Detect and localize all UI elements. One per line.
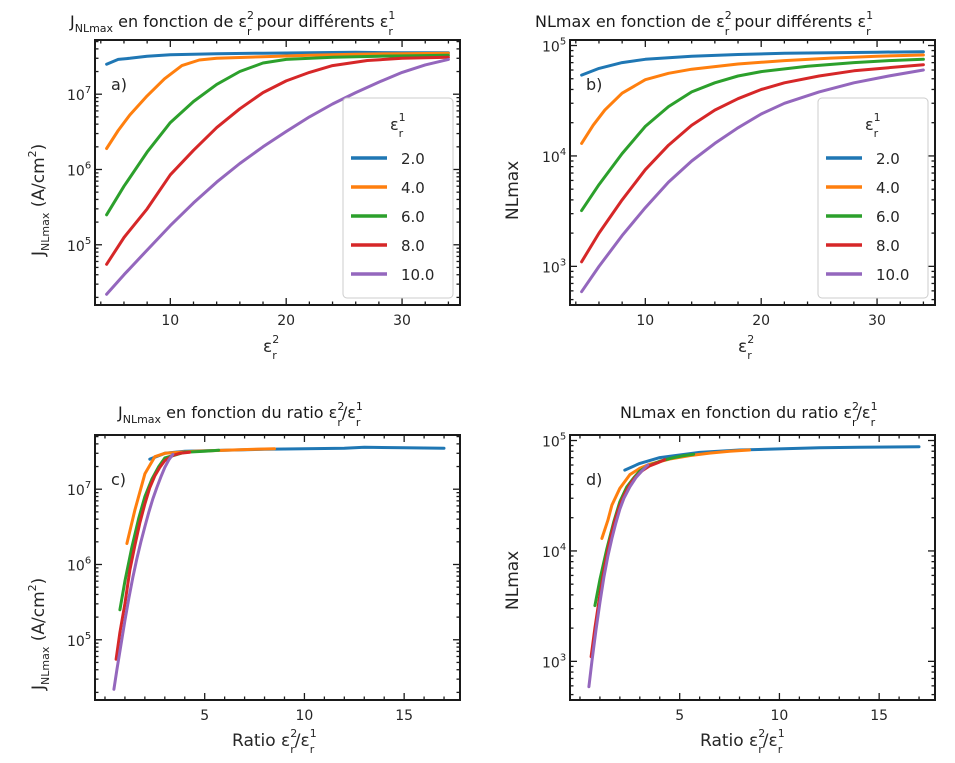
panel-c-series-line-10-0 bbox=[112, 452, 175, 691]
panel-a-legend: ε1 r 2.0 4.0 6.0 8.0 10.0 bbox=[342, 97, 454, 299]
panel-c-x-tick-label: 5 bbox=[200, 708, 209, 724]
panel-d-series-line-10-0 bbox=[587, 463, 650, 689]
panel-c-series-line-6-0 bbox=[118, 448, 221, 612]
panel-a-series-line-4-0 bbox=[105, 51, 450, 150]
panel-a-x-tick-label: 10 bbox=[161, 313, 179, 329]
legend-entry-label: 6.0 bbox=[876, 208, 900, 226]
panel-b-series-line-2-0 bbox=[580, 50, 925, 77]
panel-d-letter: d) bbox=[586, 470, 602, 489]
panel-d: NLmax en fonction du ratio ε2 r/ε1 r Ratio… bbox=[503, 400, 936, 756]
legend-box bbox=[342, 97, 454, 299]
panel-c-y-tick-label: 105 bbox=[67, 631, 91, 650]
panel-d-x-axis-label: Ratio ε2 r/ε1 r bbox=[700, 727, 785, 756]
panel-c-series-line-2-0 bbox=[148, 445, 446, 461]
panel-d-x-tick-label: 15 bbox=[870, 708, 888, 724]
panel-b-y-tick-label: 103 bbox=[542, 257, 566, 276]
panel-d-x-tick-label: 5 bbox=[675, 708, 684, 724]
panel-d-y-tick-label: 103 bbox=[542, 652, 566, 671]
panel-a-x-tick-label: 30 bbox=[393, 313, 411, 329]
panel-c-ticks bbox=[95, 435, 460, 700]
panel-b-x-tick-label: 10 bbox=[636, 313, 654, 329]
legend-entry-label: 2.0 bbox=[876, 150, 900, 168]
svg-text:Ratio ε2r/ε1r: Ratio ε2 r/ε1 r bbox=[232, 727, 317, 756]
panel-a-series-line-2-0 bbox=[105, 50, 450, 66]
svg-text:ε2r: ε2 r bbox=[738, 333, 754, 362]
legend-entry-label: 4.0 bbox=[876, 179, 900, 197]
panel-a-series-group bbox=[105, 50, 450, 296]
panel-c-y-tick-label: 107 bbox=[67, 480, 91, 499]
panel-c-y-axis-label: JNLmax (A/cm2) bbox=[26, 578, 52, 691]
panel-a-series-line-8-0 bbox=[105, 55, 450, 266]
panel-b-ticks bbox=[570, 40, 935, 305]
svg-text:NLmax: NLmax bbox=[503, 551, 523, 610]
svg-text:JNLmax (A/cm2): JNLmax (A/cm2) bbox=[26, 578, 52, 691]
panel-a-y-axis-label: JNLmax (A/cm2) bbox=[26, 144, 52, 257]
panel-d-series-line-6-0 bbox=[593, 452, 696, 608]
panel-c-x-axis-label: Ratio ε2 r/ε1 r bbox=[232, 727, 317, 756]
legend-entry-label: 6.0 bbox=[401, 208, 425, 226]
panel-d-series-group bbox=[587, 445, 921, 689]
panel-b-x-tick-label: 30 bbox=[868, 313, 886, 329]
panel-d-x-tick-label: 10 bbox=[771, 708, 789, 724]
panel-a-series-line-6-0 bbox=[105, 53, 450, 217]
panel-b-series-line-6-0 bbox=[580, 57, 925, 213]
legend-title: ε1 r bbox=[390, 111, 406, 140]
panel-b: NLmax en fonction de ε2 r pour différents… bbox=[503, 9, 936, 362]
panel-c-x-tick-label: 10 bbox=[296, 708, 314, 724]
panel-a-x-axis-label: ε2 r bbox=[263, 333, 279, 362]
panel-d-frame bbox=[569, 434, 936, 701]
panel-b-y-tick-label: 105 bbox=[542, 37, 566, 56]
panel-a-ticks bbox=[95, 40, 460, 305]
panel-b-series-line-8-0 bbox=[580, 63, 925, 264]
panel-b-y-tick-label: 104 bbox=[542, 147, 566, 166]
legend-entry-label: 2.0 bbox=[401, 150, 425, 168]
panel-d-y-tick-label: 104 bbox=[542, 542, 566, 561]
legend-entry-label: 10.0 bbox=[876, 266, 909, 284]
panel-a-y-tick-label: 107 bbox=[67, 85, 91, 104]
svg-text:JNLmax (A/cm2): JNLmax (A/cm2) bbox=[26, 144, 52, 257]
panel-b-letter: b) bbox=[586, 75, 602, 94]
panel-b-x-tick-label: 20 bbox=[752, 313, 770, 329]
panel-a: JNLmax en fonction de ε2 r pour différent… bbox=[26, 9, 461, 362]
panel-d-title: NLmax en fonction du ratio ε2 r/ε1 r bbox=[620, 400, 878, 429]
legend-title: ε1 r bbox=[865, 111, 881, 140]
panel-c-series-line-4-0 bbox=[125, 447, 276, 545]
panel-c-series-group bbox=[112, 445, 446, 691]
panel-d-y-tick-label: 105 bbox=[542, 432, 566, 451]
legend-box bbox=[817, 97, 929, 299]
panel-c-x-tick-label: 15 bbox=[395, 708, 413, 724]
panel-c-title: JNLmax en fonction du ratio ε2 r/ε1 r bbox=[117, 400, 363, 429]
panel-c-letter: c) bbox=[111, 470, 126, 489]
panel-d-ticks bbox=[570, 435, 935, 700]
panel-c-series-line-8-0 bbox=[114, 450, 192, 661]
panel-a-title: JNLmax en fonction de ε2 r pour différent… bbox=[69, 9, 395, 38]
svg-text:NLmax: NLmax bbox=[503, 161, 523, 220]
panel-b-series-group bbox=[580, 50, 925, 294]
panel-c-y-tick-label: 106 bbox=[67, 555, 91, 574]
legend-entry-label: 8.0 bbox=[401, 237, 425, 255]
panel-a-letter: a) bbox=[111, 75, 127, 94]
panel-c-frame bbox=[94, 434, 461, 701]
svg-text:Ratio ε2r/ε1r: Ratio ε2 r/ε1 r bbox=[700, 727, 785, 756]
panel-a-x-tick-label: 20 bbox=[277, 313, 295, 329]
svg-text:ε2r: ε2 r bbox=[263, 333, 279, 362]
panel-b-title: NLmax en fonction de ε2 r pour différents… bbox=[535, 9, 873, 38]
legend-entry-label: 8.0 bbox=[876, 237, 900, 255]
panel-b-x-axis-label: ε2 r bbox=[738, 333, 754, 362]
panel-c: JNLmax en fonction du ratio ε2 r/ε1 r Rati… bbox=[26, 400, 461, 756]
panel-b-legend: ε1 r 2.0 4.0 6.0 8.0 10.0 bbox=[817, 97, 929, 299]
panel-b-y-axis-label: NLmax bbox=[503, 161, 523, 220]
panel-a-series-line-10-0 bbox=[105, 57, 450, 296]
panel-b-series-line-4-0 bbox=[580, 53, 925, 145]
panel-b-series-line-10-0 bbox=[580, 68, 925, 294]
panel-a-y-tick-label: 106 bbox=[67, 160, 91, 179]
legend-entry-label: 4.0 bbox=[401, 179, 425, 197]
panel-a-y-tick-label: 105 bbox=[67, 236, 91, 255]
legend-entry-label: 10.0 bbox=[401, 266, 434, 284]
panel-d-y-axis-label: NLmax bbox=[503, 551, 523, 610]
